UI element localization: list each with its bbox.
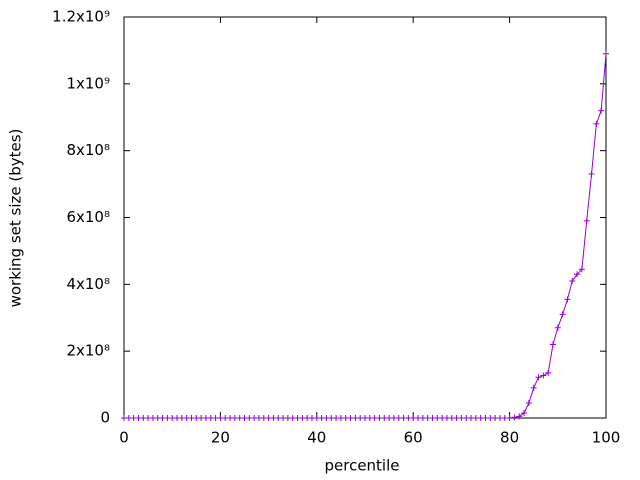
y-tick-label: 4x10⁸ <box>66 275 110 293</box>
point-marker <box>540 372 547 379</box>
point-marker <box>603 50 609 57</box>
data-line <box>124 53 607 419</box>
point-marker <box>511 414 518 421</box>
y-tick-label: 0 <box>100 409 110 427</box>
y-tick-label: 6x10⁸ <box>66 208 110 226</box>
point-marker <box>598 107 605 114</box>
point-marker <box>559 311 566 318</box>
y-tick-label: 1.2x10⁹ <box>52 8 110 26</box>
x-tick-label: 80 <box>500 429 519 447</box>
point-marker <box>588 171 595 178</box>
plot-frame <box>123 16 607 419</box>
y-tick-label: 8x10⁸ <box>66 141 110 159</box>
point-marker <box>545 369 552 376</box>
point-marker <box>549 341 556 348</box>
y-tick-label: 2x10⁸ <box>66 342 110 360</box>
x-tick-label: 100 <box>592 429 621 447</box>
point-marker <box>583 217 590 224</box>
point-marker <box>516 413 523 420</box>
point-marker <box>530 384 537 391</box>
point-marker <box>564 296 571 303</box>
x-tick-label: 0 <box>119 429 129 447</box>
point-marker <box>506 415 513 421</box>
y-axis-label: working set size (bytes) <box>7 129 25 308</box>
point-marker <box>521 409 528 416</box>
y-tick-label: 1x10⁹ <box>66 74 110 92</box>
point-marker <box>574 271 581 278</box>
x-tick-label: 60 <box>404 429 423 447</box>
x-axis-label: percentile <box>324 457 399 475</box>
point-marker <box>535 374 542 381</box>
x-tick-label: 40 <box>307 429 326 447</box>
point-marker <box>554 324 561 331</box>
point-marker <box>578 266 585 273</box>
point-marker <box>525 399 532 406</box>
x-tick-label: 20 <box>211 429 230 447</box>
point-marker <box>593 120 600 127</box>
point-marker <box>569 277 576 284</box>
